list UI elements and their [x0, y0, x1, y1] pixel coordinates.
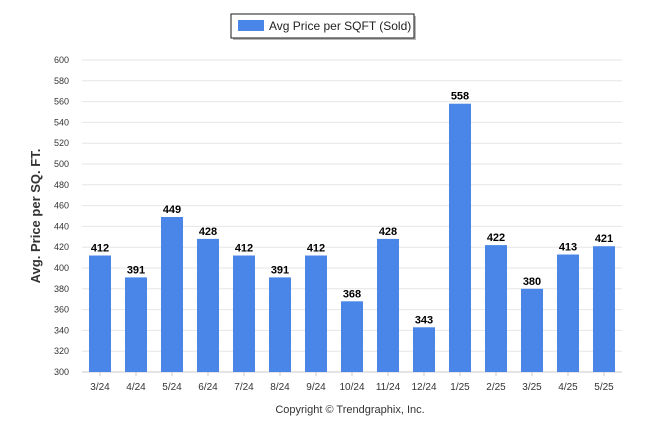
y-axis-ticks: 300 320 340 360 380 400 420 440 460 480 500 520 540 5… — [54, 55, 69, 377]
bar-value-label: 391 — [271, 264, 289, 276]
bar — [413, 327, 435, 372]
y-tick-label: 560 — [54, 97, 69, 107]
x-tick-label: 6/24 — [198, 382, 218, 393]
bar-value-label: 343 — [415, 314, 433, 326]
bar — [593, 246, 615, 372]
x-tick-label: 10/24 — [339, 382, 364, 393]
y-tick-label: 540 — [54, 117, 69, 127]
x-tick-label: 5/24 — [162, 382, 182, 393]
bar-value-label: 449 — [163, 204, 181, 216]
legend-label: Avg Price per SQFT (Sold) — [269, 19, 411, 33]
bar — [233, 255, 255, 372]
bar — [485, 245, 507, 372]
bar — [449, 103, 471, 372]
y-tick-label: 340 — [54, 325, 69, 335]
x-tick-label: 3/25 — [522, 382, 542, 393]
x-tick-label: 4/25 — [558, 382, 578, 393]
x-tick-label: 9/24 — [306, 382, 326, 393]
legend-swatch — [238, 20, 264, 31]
x-tick-label: 5/25 — [594, 382, 614, 393]
y-tick-label: 360 — [54, 305, 69, 315]
bar-value-label: 413 — [559, 242, 577, 254]
y-tick-label: 440 — [54, 221, 69, 231]
y-tick-label: 300 — [54, 367, 69, 377]
y-tick-label: 320 — [54, 346, 69, 356]
y-tick-label: 600 — [54, 55, 69, 65]
copyright-footer: Copyright © Trendgraphix, Inc. — [275, 404, 424, 416]
bar — [341, 301, 363, 372]
value-labels: 412 391 449 428 412 391 412 368 428 343 558 422 380 4… — [91, 91, 613, 327]
y-tick-label: 380 — [54, 284, 69, 294]
y-axis-label: Avg. Price per SQ. FT. — [28, 149, 43, 284]
bars — [89, 103, 615, 372]
x-tick-label: 4/24 — [126, 382, 146, 393]
bar-value-label: 391 — [127, 264, 145, 276]
bar-value-label: 412 — [235, 243, 253, 255]
x-tick-label: 7/24 — [234, 382, 254, 393]
bar — [377, 238, 399, 372]
bar-value-label: 380 — [523, 276, 541, 288]
x-axis-ticks: 3/24 4/24 5/24 6/24 7/24 8/24 9/24 10/24 11/24 12… — [90, 372, 614, 393]
y-tick-label: 520 — [54, 138, 69, 148]
bar — [269, 277, 291, 372]
bar-value-label: 428 — [199, 226, 217, 238]
y-tick-label: 500 — [54, 159, 69, 169]
x-tick-label: 1/25 — [450, 382, 470, 393]
bar — [557, 254, 579, 372]
bar — [521, 288, 543, 372]
bar — [89, 255, 111, 372]
x-tick-label: 2/25 — [486, 382, 506, 393]
x-tick-label: 12/24 — [411, 382, 436, 393]
bar — [197, 238, 219, 372]
bar — [305, 255, 327, 372]
y-tick-label: 480 — [54, 180, 69, 190]
x-tick-label: 8/24 — [270, 382, 290, 393]
legend: Avg Price per SQFT (Sold) — [230, 13, 416, 40]
x-tick-label: 11/24 — [376, 382, 401, 393]
y-tick-label: 420 — [54, 242, 69, 252]
bar-value-label: 422 — [487, 232, 505, 244]
bar — [125, 277, 147, 372]
bar — [161, 217, 183, 372]
y-tick-label: 400 — [54, 263, 69, 273]
x-tick-label: 3/24 — [90, 382, 110, 393]
bar-value-label: 412 — [91, 243, 109, 255]
bar-value-label: 368 — [343, 288, 361, 300]
y-tick-label: 580 — [54, 76, 69, 86]
bar-value-label: 412 — [307, 243, 325, 255]
bar-value-label: 428 — [379, 226, 397, 238]
bar-value-label: 558 — [451, 91, 469, 103]
y-tick-label: 460 — [54, 201, 69, 211]
bar-value-label: 421 — [595, 233, 613, 245]
